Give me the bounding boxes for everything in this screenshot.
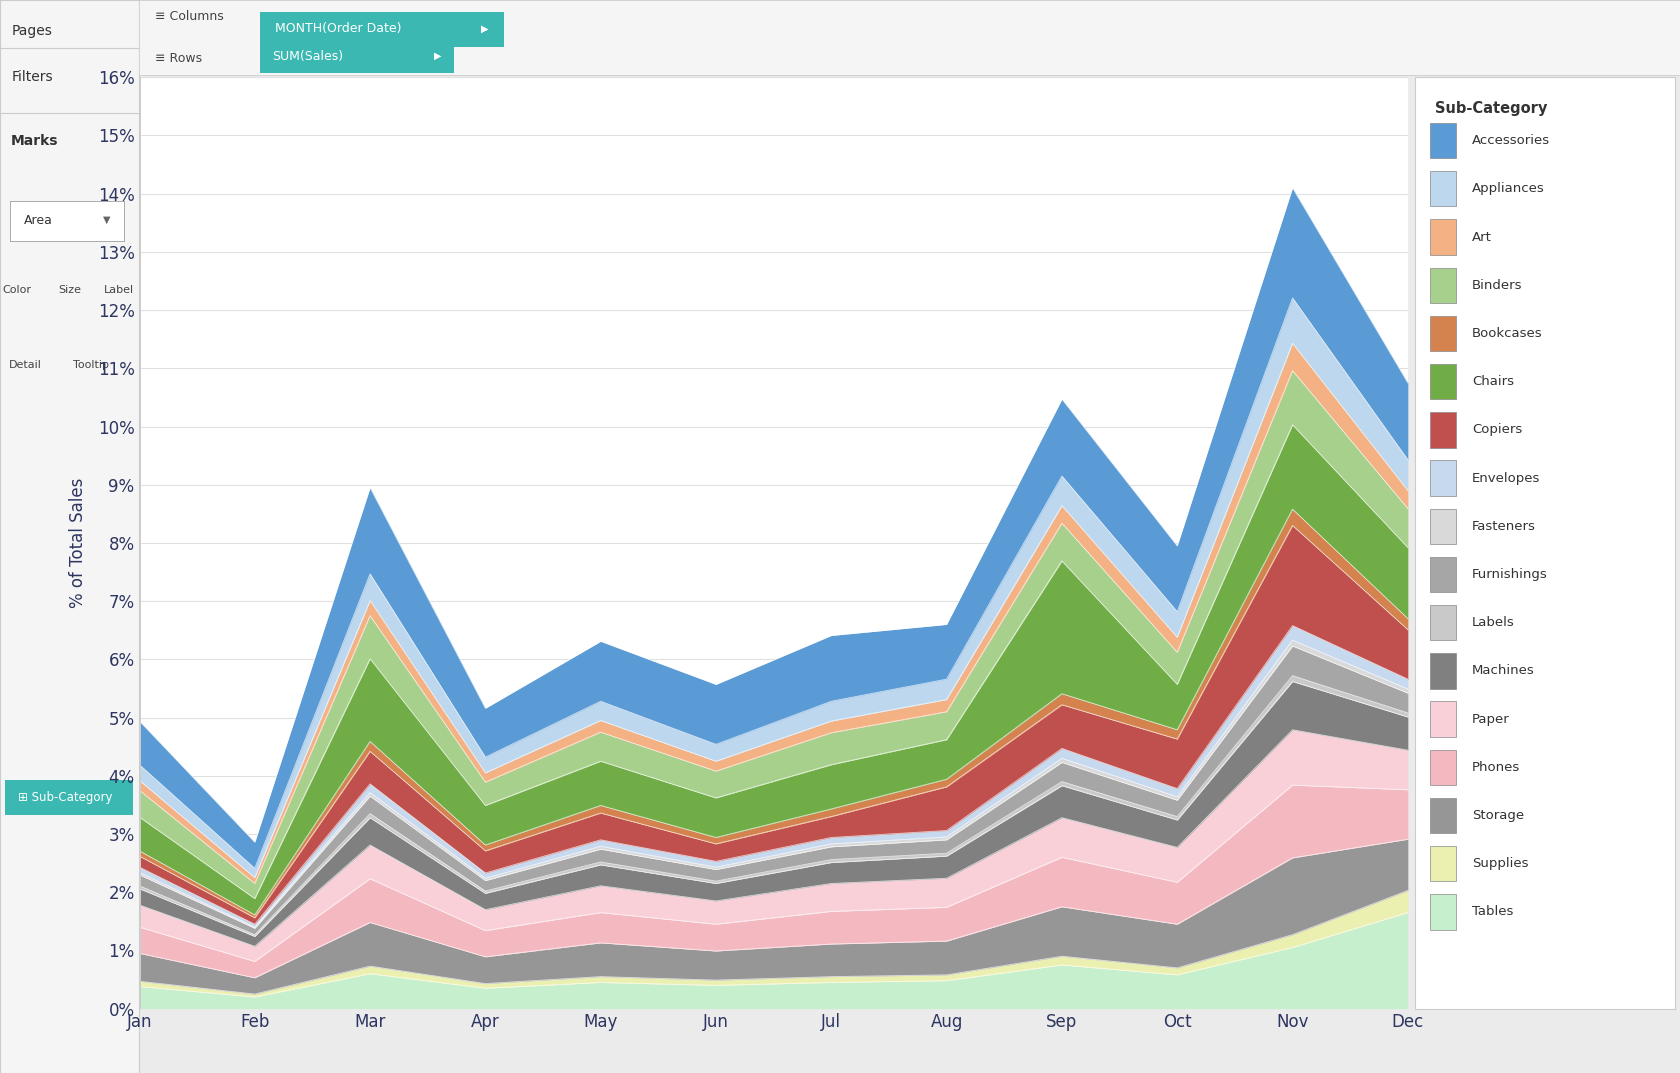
Bar [1430,750,1457,785]
Bar [1430,315,1457,351]
Text: Appliances: Appliances [1472,182,1544,195]
Bar [1430,412,1457,447]
Text: Art: Art [1472,231,1492,244]
Text: Marks: Marks [12,134,59,148]
Text: ▼: ▼ [102,216,111,225]
Bar [1430,894,1457,929]
Text: Phones: Phones [1472,761,1520,774]
Text: Chairs: Chairs [1472,376,1514,388]
Text: SUM(Sales): SUM(Sales) [272,49,343,62]
Bar [1430,267,1457,303]
Text: ▶: ▶ [435,52,442,61]
Bar [1430,171,1457,206]
Bar [1430,509,1457,544]
Text: Color: Color [2,284,32,295]
Text: Sub-Category: Sub-Category [1435,101,1547,116]
Bar [1430,653,1457,689]
Bar [1430,123,1457,159]
Bar [1430,557,1457,592]
Text: Tables: Tables [1472,906,1514,918]
Text: Bookcases: Bookcases [1472,327,1542,340]
Text: MONTH(Order Date): MONTH(Order Date) [276,23,402,35]
Bar [1430,702,1457,737]
Text: Paper: Paper [1472,712,1510,725]
Text: ≡ Columns: ≡ Columns [155,10,223,23]
Text: ⊞ Sub-Category: ⊞ Sub-Category [18,791,113,804]
Text: ≡ Rows: ≡ Rows [155,53,202,65]
Text: Furnishings: Furnishings [1472,568,1547,580]
Text: Machines: Machines [1472,664,1534,677]
Y-axis label: % of Total Sales: % of Total Sales [69,477,87,608]
Bar [1430,798,1457,834]
Text: Filters: Filters [12,70,52,84]
Bar [1430,847,1457,881]
Text: Label: Label [104,284,134,295]
Text: Tooltip: Tooltip [72,359,109,370]
Text: Detail: Detail [8,359,42,370]
Bar [1430,364,1457,399]
Text: Binders: Binders [1472,279,1522,292]
Text: Copiers: Copiers [1472,424,1522,437]
Text: Accessories: Accessories [1472,134,1551,147]
Text: ▶: ▶ [480,24,489,33]
Text: Envelopes: Envelopes [1472,471,1541,485]
Text: Labels: Labels [1472,616,1515,629]
Text: Fasteners: Fasteners [1472,519,1536,533]
Text: Pages: Pages [12,24,52,38]
Text: Area: Area [24,214,52,226]
Bar [1430,460,1457,496]
Text: Supplies: Supplies [1472,857,1529,870]
Text: Size: Size [59,284,81,295]
Bar [1430,605,1457,641]
Bar [1430,219,1457,254]
Text: Storage: Storage [1472,809,1524,822]
